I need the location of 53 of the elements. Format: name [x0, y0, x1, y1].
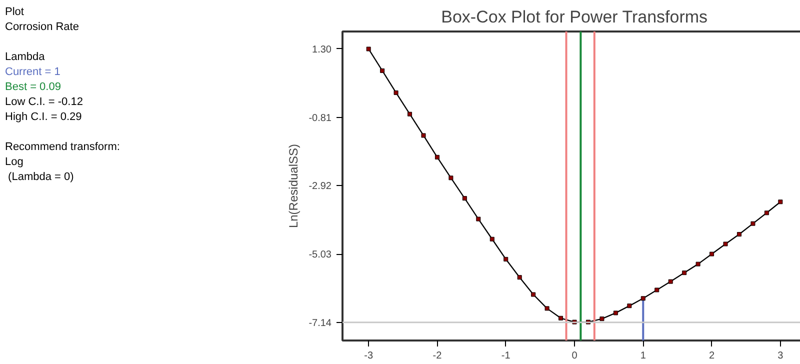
text: Recommend transform:: [5, 140, 120, 155]
y-tick-label: -0.81: [308, 112, 332, 124]
y-tick-label: -2.92: [308, 181, 332, 192]
text: (Lambda = 0): [7, 170, 75, 185]
x-tick-label: 2: [708, 350, 715, 362]
point: [600, 316, 604, 322]
point: [408, 112, 412, 116]
point: [421, 133, 426, 138]
point: [750, 221, 756, 226]
chart-title: Box-Cox Plot for Power Transforms: [441, 8, 708, 26]
text: Plot: [5, 5, 25, 20]
point: [682, 270, 687, 276]
point: [434, 154, 440, 160]
point: [640, 296, 646, 301]
point: [394, 90, 398, 95]
point: [531, 292, 536, 297]
x-tick-label: 3: [778, 350, 784, 362]
point: [476, 216, 481, 222]
point: [764, 210, 769, 216]
text: Low C.I. = -0.12: [5, 95, 84, 110]
point: [544, 306, 550, 311]
point: [613, 310, 618, 316]
point: [462, 196, 467, 201]
point: [723, 242, 728, 246]
point: [654, 288, 660, 292]
y-axis-title: Ln(ResidualSS): [286, 144, 301, 228]
point: [710, 252, 714, 256]
point: [778, 200, 783, 204]
point: [448, 176, 454, 180]
x-tick-label: 0: [572, 350, 578, 362]
text: Corrosion Rate: [5, 20, 80, 35]
point: [504, 256, 508, 262]
text: Lambda: [5, 50, 46, 65]
x-tick-label: -3: [364, 350, 374, 362]
text: High C.I. = 0.29: [5, 110, 83, 125]
point: [380, 68, 385, 73]
x-tick-label: 1: [640, 350, 646, 362]
x-tick-label: -2: [432, 350, 442, 362]
x-tick-label: -1: [501, 350, 511, 362]
text: Log: [5, 155, 24, 170]
point: [668, 279, 673, 284]
point: [696, 262, 700, 266]
point: [490, 236, 494, 242]
y-tick-label: -7.14: [308, 318, 332, 329]
point: [558, 316, 564, 320]
point: [736, 232, 742, 237]
point: [366, 46, 371, 52]
y-tick-label: 1.30: [312, 44, 332, 56]
point: [627, 304, 632, 308]
ref-line-label: Current = 1: [5, 65, 62, 80]
ref-line-label: Best = 0.09: [5, 80, 62, 95]
y-tick-label: -5.03: [308, 250, 332, 261]
point: [517, 275, 522, 280]
